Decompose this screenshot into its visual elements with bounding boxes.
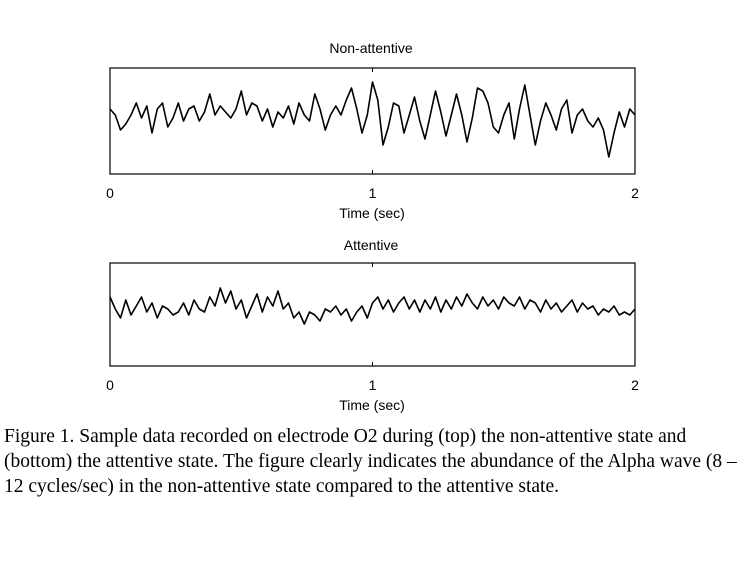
x-axis-label: Time (sec) — [339, 397, 405, 413]
x-tick-label-2: 2 — [631, 185, 639, 201]
x-tick-label-1: 1 — [369, 185, 377, 201]
chart-title: Attentive — [344, 237, 399, 253]
x-tick-label-1: 1 — [369, 377, 377, 393]
figure-canvas: Non-attentive 0 1 2 Time (sec) Attentive… — [106, 40, 639, 413]
figure-caption: Figure 1. Sample data recorded on electr… — [4, 426, 737, 497]
chart-title: Non-attentive — [329, 40, 412, 56]
x-tick-label-2: 2 — [631, 377, 639, 393]
x-tick-label-0: 0 — [106, 377, 114, 393]
eeg-trace-non-attentive — [109, 81, 636, 158]
eeg-trace-attentive — [109, 287, 636, 325]
x-tick-label-0: 0 — [106, 185, 114, 201]
x-axis-label: Time (sec) — [339, 205, 405, 221]
chart-attentive: Attentive 0 1 2 Time (sec) — [106, 237, 639, 413]
chart-non-attentive: Non-attentive 0 1 2 Time (sec) — [106, 40, 639, 221]
